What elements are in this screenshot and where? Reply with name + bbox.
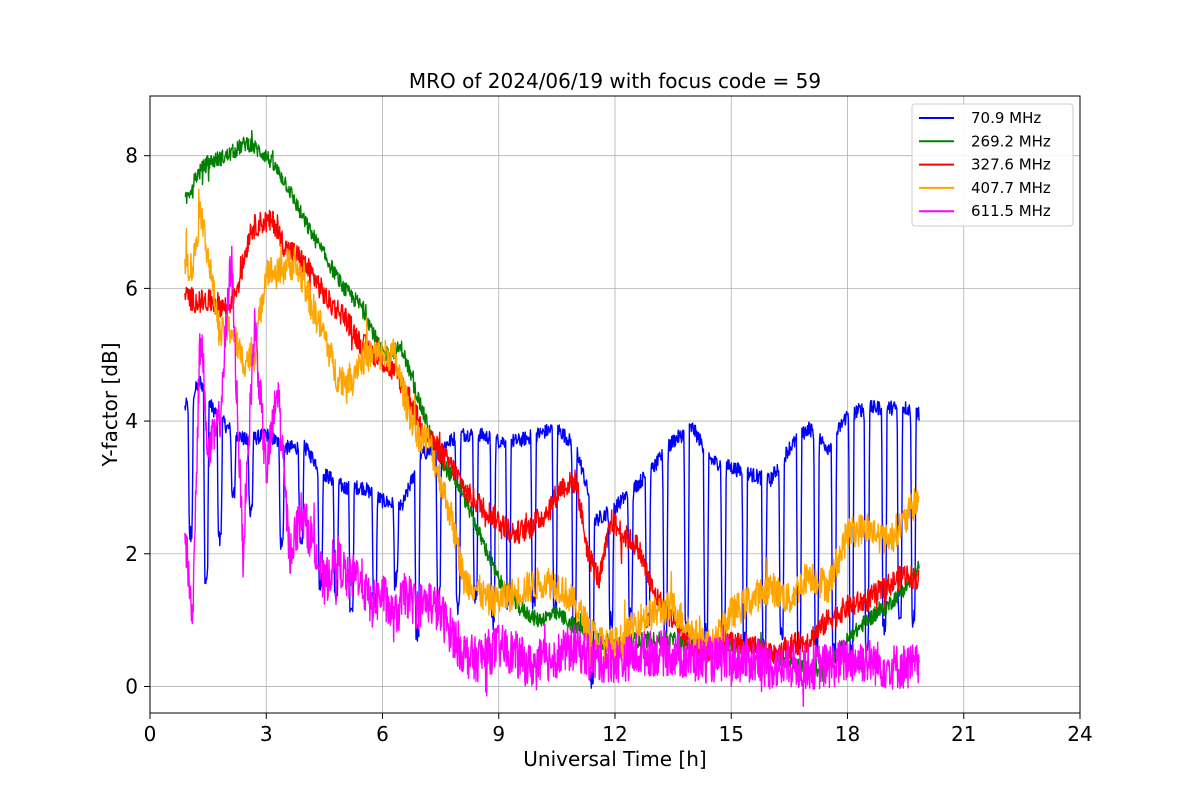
legend: 70.9 MHz 269.2 MHz 327.6 MHz 407.7 MHz 611.5…	[911, 103, 1074, 227]
series-line-4	[184, 245, 920, 707]
x-tick-label: 0	[144, 722, 157, 746]
y-tick-label: 8	[125, 144, 138, 168]
series-layer	[184, 130, 920, 707]
x-tick-label: 12	[602, 722, 627, 746]
legend-label: 327.6 MHz	[971, 156, 1051, 174]
legend-label: 611.5 MHz	[971, 202, 1051, 220]
y-axis-label: Y-factor [dB]	[98, 342, 122, 467]
x-tick-label: 21	[951, 722, 976, 746]
x-tick-label: 3	[260, 722, 273, 746]
x-tick-label: 24	[1067, 722, 1092, 746]
chart-title: MRO of 2024/06/19 with focus code = 59	[409, 69, 821, 93]
series-line-0	[184, 375, 920, 689]
x-axis-label: Universal Time [h]	[523, 747, 706, 771]
x-tick-label: 18	[835, 722, 860, 746]
x-tick-label: 15	[719, 722, 744, 746]
legend-label: 70.9 MHz	[971, 109, 1041, 127]
x-tick-label: 6	[376, 722, 389, 746]
x-tick-label: 9	[492, 722, 505, 746]
y-tick-label: 6	[125, 276, 138, 300]
y-tick-label: 4	[125, 409, 138, 433]
y-tick-label: 2	[125, 542, 138, 566]
series-line-2	[184, 209, 920, 666]
legend-label: 269.2 MHz	[971, 132, 1051, 150]
series-line-3	[184, 188, 920, 668]
y-tick-label: 0	[125, 674, 138, 698]
legend-label: 407.7 MHz	[971, 179, 1051, 197]
legend-box	[911, 103, 1074, 227]
